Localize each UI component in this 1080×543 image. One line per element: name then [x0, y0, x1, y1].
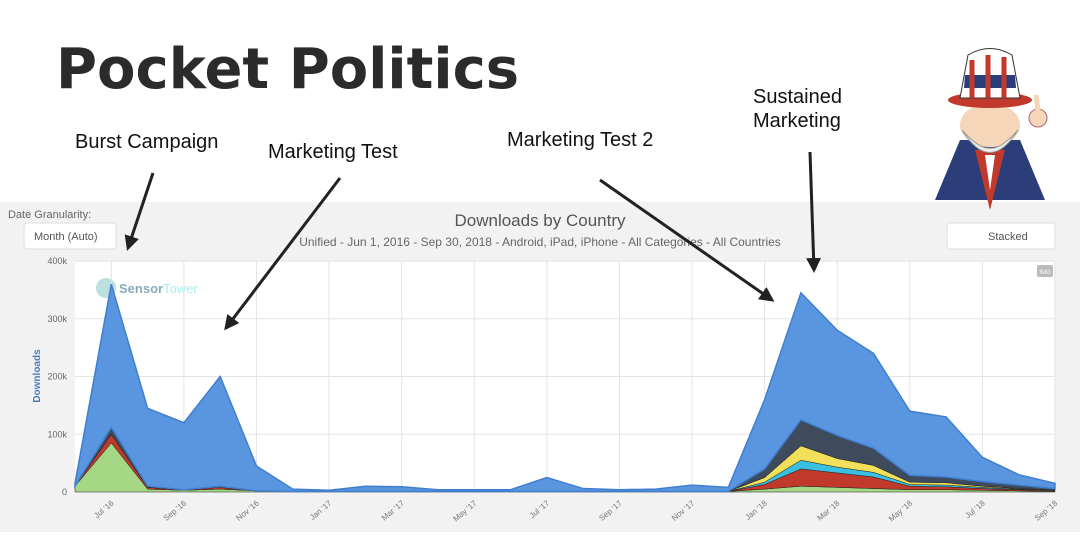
granularity-dropdown[interactable]	[23, 222, 117, 250]
watermark-part: Sensor	[119, 281, 163, 296]
watermark: SensorTower	[119, 281, 198, 296]
arrow	[806, 151, 822, 273]
annotation: Sustained Marketing	[753, 86, 842, 132]
watermark-part: Tower	[163, 281, 198, 296]
granularity-label: Date Granularity:	[8, 209, 91, 221]
y-axis-label: Downloads	[32, 349, 43, 403]
granularity-value: Month (Auto)	[34, 231, 98, 243]
chart-subtitle: Unified - Jun 1, 2016 - Sep 30, 2018 - A…	[299, 235, 781, 249]
y-tick-label: 100k	[47, 429, 67, 439]
annotation-line: Marketing	[753, 110, 841, 132]
annotation: Burst Campaign	[75, 131, 218, 153]
y-tick-label: 400k	[47, 256, 67, 266]
arrow	[224, 177, 342, 331]
slide-title: Pocket Politics	[56, 37, 519, 102]
annotation: Marketing Test	[268, 141, 398, 163]
area	[74, 283, 1056, 493]
chart-title: Downloads by Country	[454, 211, 626, 230]
arrow	[124, 172, 155, 251]
export-label: IMG	[1039, 270, 1051, 276]
annotation: Marketing Test 2	[507, 129, 653, 151]
mode-value: Stacked	[988, 231, 1028, 243]
arrow	[599, 178, 775, 302]
mode-dropdown[interactable]	[946, 222, 1056, 250]
annotation-line: Sustained	[753, 86, 842, 108]
y-tick-label: 300k	[47, 314, 67, 324]
y-tick-label: 0	[62, 487, 67, 497]
uncle-sam	[935, 48, 1048, 210]
export-button[interactable]	[1037, 265, 1053, 277]
y-tick-label: 200k	[47, 372, 67, 382]
